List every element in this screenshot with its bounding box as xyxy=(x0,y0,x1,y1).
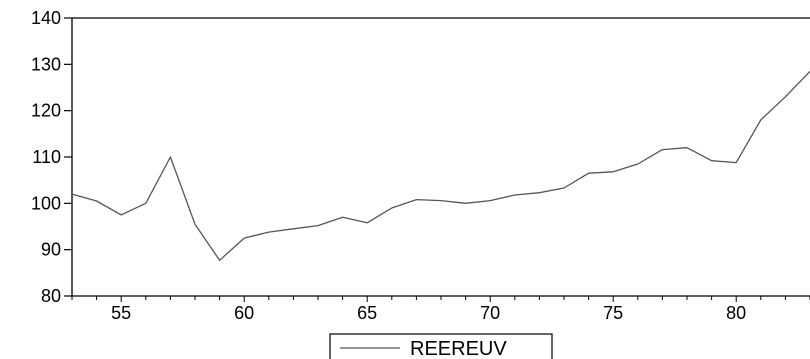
legend-box xyxy=(329,333,553,359)
y-tick-label: 130 xyxy=(31,54,61,74)
x-tick-label: 60 xyxy=(234,303,254,323)
x-tick-label: 80 xyxy=(726,303,746,323)
y-tick-label: 120 xyxy=(31,101,61,121)
x-tick-label: 70 xyxy=(480,303,500,323)
x-axis: 55 60 65 70 75 80 xyxy=(71,295,810,323)
series-line-reereuv xyxy=(71,70,810,261)
plot-area xyxy=(71,70,810,261)
y-tick-label: 80 xyxy=(41,286,61,306)
x-tick-label: 65 xyxy=(357,303,377,323)
y-axis: 80 90 100 110 120 130 140 xyxy=(31,8,810,306)
y-tick-label: 100 xyxy=(31,193,61,213)
legend-label: REEREUV xyxy=(410,338,507,359)
y-tick-label: 90 xyxy=(41,240,61,260)
y-tick-label: 140 xyxy=(31,8,61,28)
y-tick-label: 110 xyxy=(32,147,61,167)
x-tick-label: 75 xyxy=(603,303,623,323)
legend: REEREUV xyxy=(329,333,553,359)
x-tick-label: 55 xyxy=(111,303,131,323)
